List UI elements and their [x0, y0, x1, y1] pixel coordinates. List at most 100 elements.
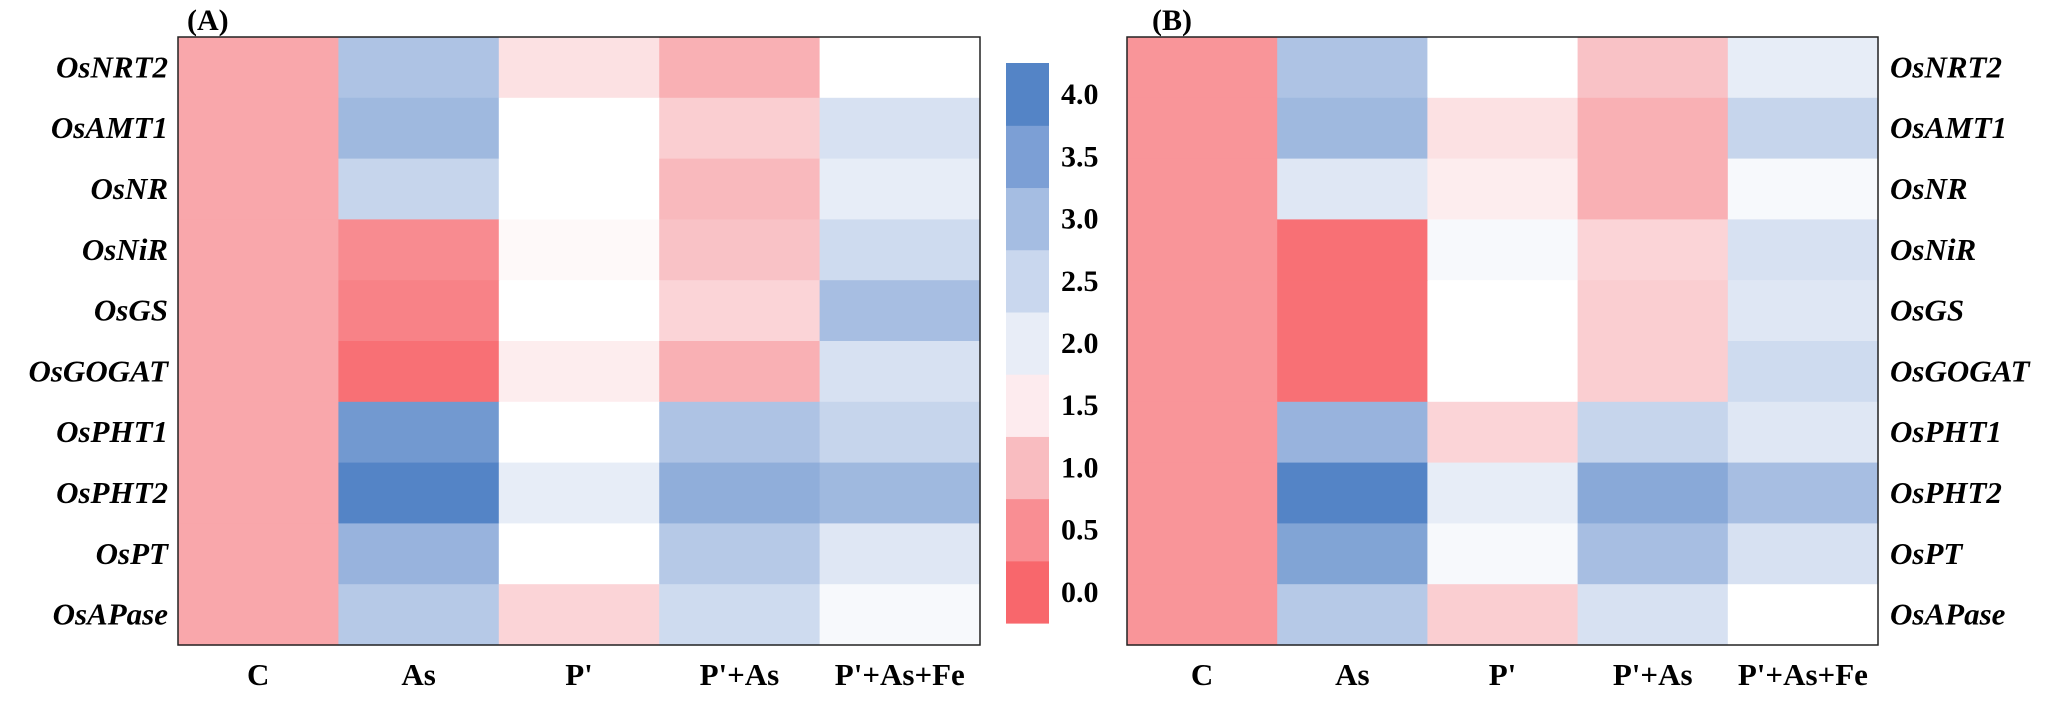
condition-label-pp-plus-as-plus-fe: P'+As+Fe	[1738, 657, 1868, 692]
heatmap-cell-osgs-pp-plus-as	[659, 280, 821, 342]
heatmap-cell-ospt-pp-plus-as-plus-fe	[1727, 523, 1879, 585]
heatmap-cell-osnir-as	[1277, 219, 1428, 281]
heatmap-cell-osnr-pp-plus-as	[659, 158, 821, 220]
heatmap-cell-ospht2-pp-plus-as-plus-fe	[1727, 462, 1879, 524]
heatmap-cell-osgogat-pp	[1427, 341, 1579, 403]
colorbar-tick-label: 3.5	[1061, 140, 1099, 173]
gene-label-ospht2: OsPHT2	[56, 475, 168, 510]
heatmap-cell-osamt1-c	[1127, 97, 1278, 160]
heatmap-cell-osamt1-pp-plus-as	[659, 97, 821, 160]
heatmap-cell-ospht2-as	[338, 462, 500, 524]
heatmap-cell-osapase-pp-plus-as	[1577, 584, 1729, 646]
heatmap-frame	[177, 36, 981, 646]
heatmap-cell-ospt-pp	[498, 523, 660, 585]
heatmap-cell-osamt1-pp-plus-as-plus-fe	[819, 97, 981, 160]
heatmap-cell-ospht1-c	[1127, 401, 1278, 464]
gene-label-osgs: OsGS	[94, 293, 168, 328]
gene-label-osgs: OsGS	[1890, 293, 1964, 328]
colorbar-swatch	[1006, 374, 1049, 437]
colorbar-swatch	[1006, 125, 1049, 189]
heatmap-cell-osnr-c	[1127, 158, 1278, 220]
heatmap-cell-ospt-c	[178, 523, 339, 585]
colorbar-swatch	[1006, 436, 1049, 500]
heatmap-cell-osamt1-pp-plus-as	[1577, 97, 1729, 160]
heatmap-cell-osgogat-pp-plus-as	[1577, 341, 1729, 403]
colorbar-tick-label: 4.0	[1061, 78, 1099, 111]
colorbar-tick-label: 1.0	[1061, 451, 1099, 484]
heatmap-cell-osgs-c	[1127, 280, 1278, 342]
heatmap-cell-osgs-as	[338, 280, 500, 342]
heatmap-cell-ospht1-c	[178, 401, 339, 464]
gene-label-osamt1: OsAMT1	[1890, 110, 2007, 145]
gene-label-osnrt2: OsNRT2	[56, 49, 168, 84]
gene-label-ospt: OsPT	[1890, 536, 1963, 571]
condition-label-pp: P'	[565, 657, 593, 692]
colorbar-swatch	[1006, 249, 1049, 313]
heatmap-cell-osamt1-pp	[498, 97, 660, 160]
colorbar-swatch	[1006, 311, 1049, 375]
heatmap-cell-osamt1-as	[338, 97, 500, 160]
heatmap-cell-ospht2-pp-plus-as-plus-fe	[819, 462, 981, 524]
heatmap-cell-ospht2-c	[1127, 462, 1278, 524]
condition-label-pp-plus-as: P'+As	[1613, 657, 1693, 692]
gene-label-ospht1: OsPHT1	[56, 414, 168, 449]
gene-label-osapase: OsAPase	[53, 597, 169, 632]
heatmap-cell-ospht2-pp	[1427, 462, 1579, 524]
heatmap-cell-osgogat-pp-plus-as-plus-fe	[819, 341, 981, 403]
heatmap-cell-osnr-c	[178, 158, 339, 220]
heatmap-cell-osnir-c	[178, 219, 339, 281]
heatmap-cell-ospht1-pp-plus-as	[659, 401, 821, 464]
heatmap-cell-osnrt2-pp	[498, 37, 660, 99]
heatmap-cell-osgogat-c	[1127, 341, 1278, 403]
colorbar-tick-label: 3.0	[1061, 203, 1099, 236]
heatmap-cell-osapase-as	[1277, 584, 1428, 646]
heatmap-cell-osapase-pp	[498, 584, 660, 646]
heatmap-cell-osnir-pp-plus-as-plus-fe	[1727, 219, 1879, 281]
heatmap-cell-ospt-pp-plus-as	[659, 523, 821, 585]
colorbar-swatch	[1006, 498, 1049, 562]
heatmap-cell-osnr-as	[338, 158, 500, 220]
heatmap-cell-osgs-c	[178, 280, 339, 342]
heatmap-cell-ospt-as	[1277, 523, 1428, 585]
gene-label-osgogat: OsGOGAT	[1890, 353, 2031, 388]
heatmap-cell-osamt1-as	[1277, 97, 1428, 160]
heatmap-cell-osnr-pp	[1427, 158, 1579, 220]
heatmap-cell-osnir-pp-plus-as	[659, 219, 821, 281]
heatmap-cell-ospht2-pp	[498, 462, 660, 524]
heatmap-cell-osgs-pp-plus-as-plus-fe	[819, 280, 981, 342]
heatmap-cell-osnrt2-pp-plus-as-plus-fe	[819, 37, 981, 99]
gene-label-ospt: OsPT	[96, 536, 169, 571]
heatmap-cell-osgs-pp-plus-as	[1577, 280, 1729, 342]
heatmap-cell-osgogat-as	[338, 341, 500, 403]
heatmap-cell-ospt-pp	[1427, 523, 1579, 585]
heatmap-cell-osapase-pp-plus-as-plus-fe	[1727, 584, 1879, 646]
heatmap-cell-osnr-pp-plus-as-plus-fe	[819, 158, 981, 220]
heatmap-cell-osnir-pp	[1427, 219, 1579, 281]
heatmap-cell-ospht1-pp	[498, 401, 660, 464]
heatmap-cell-osapase-as	[338, 584, 500, 646]
colorbar-tick-label: 2.0	[1061, 327, 1099, 360]
heatmap-frame	[1126, 36, 1879, 646]
heatmap-cell-osnrt2-c	[178, 37, 339, 99]
heatmap-cell-ospht2-pp-plus-as	[1577, 462, 1729, 524]
heatmap-cell-ospht1-pp-plus-as	[1577, 401, 1729, 464]
condition-label-as: As	[1335, 657, 1369, 692]
heatmap-cell-ospht2-c	[178, 462, 339, 524]
gene-label-ospht2: OsPHT2	[1890, 475, 2002, 510]
colorbar-tick-label: 1.5	[1061, 389, 1099, 422]
condition-label-as: As	[401, 657, 435, 692]
heatmap-cell-osnr-pp	[498, 158, 660, 220]
colorbar-tick-label: 2.5	[1061, 265, 1099, 298]
heatmap-cell-osapase-pp-plus-as-plus-fe	[819, 584, 981, 646]
colorbar-tick-label: 0.0	[1061, 576, 1099, 609]
heatmap-cell-osgs-as	[1277, 280, 1428, 342]
heatmap-cell-osgs-pp	[1427, 280, 1579, 342]
colorbar-swatch	[1006, 187, 1049, 251]
heatmap-cell-osgs-pp-plus-as-plus-fe	[1727, 280, 1879, 342]
condition-label-pp: P'	[1489, 657, 1517, 692]
heatmap-cell-ospht1-pp-plus-as-plus-fe	[1727, 401, 1879, 464]
gene-label-osnr: OsNR	[1890, 171, 1968, 206]
heatmap-cell-osapase-pp-plus-as	[659, 584, 821, 646]
heatmap-cell-osamt1-c	[178, 97, 339, 160]
condition-label-c: C	[1191, 657, 1213, 692]
